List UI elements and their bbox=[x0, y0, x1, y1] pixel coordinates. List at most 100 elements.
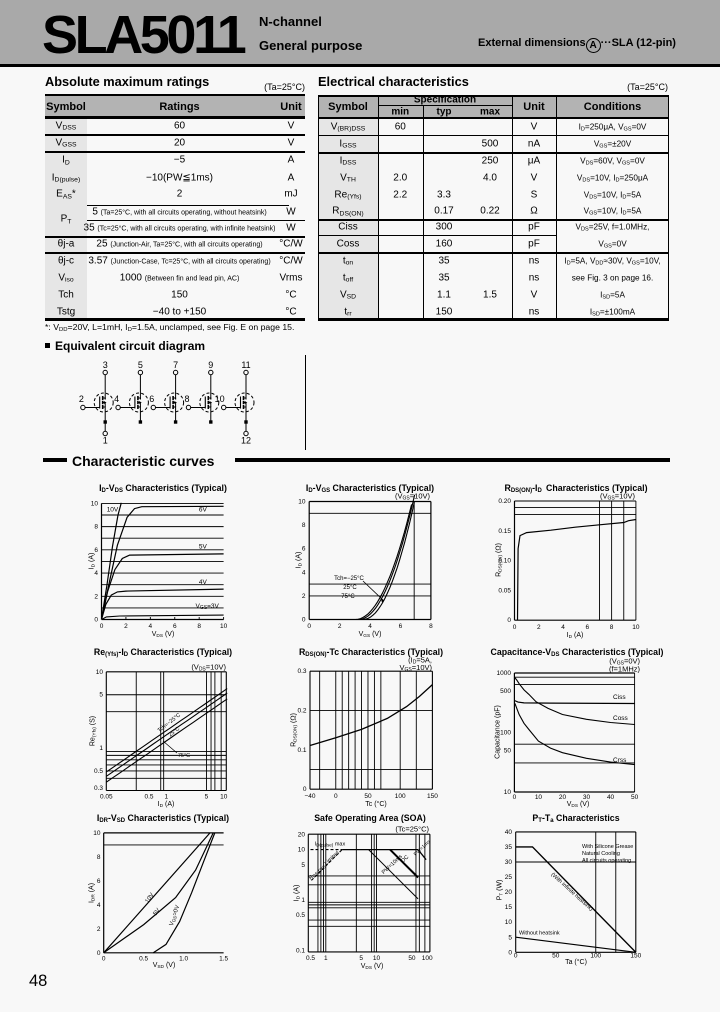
svg-text:(VGS=10V): (VGS=10V) bbox=[600, 492, 635, 502]
svg-text:0.3: 0.3 bbox=[297, 668, 306, 675]
svg-text:5: 5 bbox=[508, 934, 512, 941]
svg-text:30: 30 bbox=[505, 859, 513, 866]
svg-text:2: 2 bbox=[97, 926, 101, 933]
svg-text:6: 6 bbox=[149, 394, 154, 404]
svg-text:3: 3 bbox=[103, 360, 108, 370]
svg-text:With Silicone Grease: With Silicone Grease bbox=[582, 844, 633, 850]
svg-text:40: 40 bbox=[505, 829, 513, 836]
svg-text:100: 100 bbox=[422, 955, 433, 962]
svg-text:4: 4 bbox=[94, 570, 98, 577]
svg-text:0.5: 0.5 bbox=[296, 912, 305, 919]
svg-text:50: 50 bbox=[552, 953, 560, 960]
svg-text:1.5: 1.5 bbox=[219, 956, 228, 963]
svg-text:6: 6 bbox=[94, 547, 98, 554]
svg-text:6: 6 bbox=[586, 624, 590, 631]
svg-text:Tch=−25°C: Tch=−25°C bbox=[334, 576, 364, 582]
svg-text:6: 6 bbox=[302, 546, 306, 553]
svg-text:50: 50 bbox=[631, 794, 639, 801]
svg-text:2: 2 bbox=[537, 624, 541, 631]
svg-text:10: 10 bbox=[535, 794, 543, 801]
svg-text:4: 4 bbox=[561, 624, 565, 631]
svg-text:0.5: 0.5 bbox=[144, 794, 153, 801]
svg-text:4: 4 bbox=[97, 902, 101, 909]
svg-text:(ID=5A,: (ID=5A, bbox=[408, 656, 432, 666]
svg-text:20: 20 bbox=[559, 794, 567, 801]
svg-text:6V: 6V bbox=[199, 507, 208, 514]
svg-text:10V: 10V bbox=[107, 507, 119, 514]
svg-text:0.5: 0.5 bbox=[139, 956, 148, 963]
svg-text:12: 12 bbox=[241, 436, 251, 446]
svg-text:0.05: 0.05 bbox=[100, 794, 113, 801]
svg-text:50: 50 bbox=[364, 793, 372, 800]
svg-text:6: 6 bbox=[97, 878, 101, 885]
svg-text:8: 8 bbox=[429, 623, 433, 630]
svg-text:0.05: 0.05 bbox=[498, 587, 511, 594]
svg-text:(With infinite heatsink): (With infinite heatsink) bbox=[550, 872, 594, 913]
svg-text:0: 0 bbox=[513, 624, 517, 631]
svg-text:150: 150 bbox=[427, 793, 438, 800]
svg-text:20: 20 bbox=[298, 832, 306, 839]
svg-text:50: 50 bbox=[408, 955, 416, 962]
svg-text:100: 100 bbox=[500, 730, 511, 737]
svg-text:8: 8 bbox=[97, 854, 101, 861]
svg-text:10: 10 bbox=[215, 394, 225, 404]
svg-text:10: 10 bbox=[504, 789, 512, 796]
svg-text:0.15: 0.15 bbox=[498, 528, 511, 535]
svg-text:8: 8 bbox=[197, 623, 201, 630]
svg-text:25°C: 25°C bbox=[343, 585, 357, 591]
svg-text:5: 5 bbox=[205, 794, 209, 801]
svg-text:Natural Cooling: Natural Cooling bbox=[582, 851, 620, 857]
svg-text:−40: −40 bbox=[304, 793, 315, 800]
svg-text:VGS=3V: VGS=3V bbox=[196, 603, 220, 611]
svg-text:100: 100 bbox=[590, 953, 601, 960]
svg-text:0.3: 0.3 bbox=[94, 785, 103, 792]
svg-text:4: 4 bbox=[114, 394, 119, 404]
svg-text:0.1: 0.1 bbox=[297, 747, 306, 754]
svg-text:(VDS=10V): (VDS=10V) bbox=[191, 662, 226, 672]
svg-text:1: 1 bbox=[301, 897, 305, 904]
svg-text:10: 10 bbox=[373, 955, 381, 962]
svg-text:0: 0 bbox=[307, 623, 311, 630]
svg-text:100: 100 bbox=[395, 793, 406, 800]
svg-text:VGS=0V: VGS=0V bbox=[169, 905, 181, 927]
svg-text:0.5: 0.5 bbox=[306, 955, 315, 962]
svg-text:11: 11 bbox=[241, 360, 250, 370]
svg-text:10: 10 bbox=[96, 669, 104, 676]
svg-text:0: 0 bbox=[102, 956, 106, 963]
svg-text:6: 6 bbox=[173, 623, 177, 630]
svg-text:8: 8 bbox=[610, 624, 614, 631]
svg-text:0.1: 0.1 bbox=[296, 947, 305, 954]
svg-text:0: 0 bbox=[513, 794, 517, 801]
svg-text:VGS=10V): VGS=10V) bbox=[400, 663, 433, 673]
svg-text:2: 2 bbox=[302, 593, 306, 600]
svg-text:15: 15 bbox=[505, 904, 513, 911]
svg-text:(Tc=25°C): (Tc=25°C) bbox=[395, 825, 429, 834]
svg-text:5: 5 bbox=[301, 862, 305, 869]
svg-text:40: 40 bbox=[607, 794, 615, 801]
svg-text:5V: 5V bbox=[153, 908, 162, 917]
svg-text:1000: 1000 bbox=[497, 670, 512, 677]
svg-text:10: 10 bbox=[505, 919, 513, 926]
svg-text:5: 5 bbox=[359, 955, 363, 962]
svg-text:0: 0 bbox=[97, 950, 101, 957]
svg-text:8: 8 bbox=[94, 524, 98, 531]
svg-text:8: 8 bbox=[302, 522, 306, 529]
svg-text:1: 1 bbox=[103, 436, 108, 446]
svg-text:4: 4 bbox=[368, 623, 372, 630]
svg-text:2: 2 bbox=[124, 623, 128, 630]
svg-text:0: 0 bbox=[507, 617, 511, 624]
svg-text:0.10: 0.10 bbox=[498, 558, 511, 565]
svg-text:0: 0 bbox=[514, 953, 518, 960]
svg-text:2: 2 bbox=[338, 623, 342, 630]
svg-text:9: 9 bbox=[208, 360, 213, 370]
svg-text:0: 0 bbox=[100, 623, 104, 630]
svg-text:2: 2 bbox=[79, 394, 84, 404]
svg-text:10V: 10V bbox=[145, 892, 156, 904]
svg-text:(VGS=0V): (VGS=0V) bbox=[609, 657, 640, 667]
svg-text:10: 10 bbox=[93, 830, 101, 837]
svg-text:(VGS=10V): (VGS=10V) bbox=[395, 492, 430, 502]
svg-text:20: 20 bbox=[505, 889, 513, 896]
svg-text:0: 0 bbox=[334, 793, 338, 800]
svg-text:10: 10 bbox=[632, 624, 640, 631]
svg-text:DC: DC bbox=[400, 854, 410, 864]
